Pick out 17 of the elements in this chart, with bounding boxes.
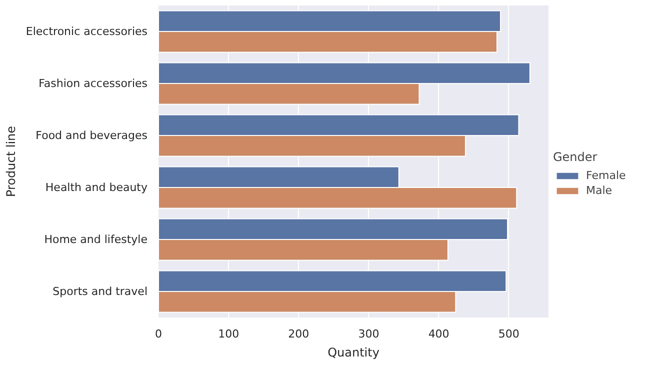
y-tick-label: Sports and travel <box>52 285 148 298</box>
x-tick-label: 400 <box>428 328 450 340</box>
legend-label: Female <box>586 169 626 182</box>
legend-label: Male <box>586 184 612 197</box>
y-axis-title: Product line <box>4 126 18 198</box>
y-tick-label: Fashion accessories <box>38 77 148 90</box>
x-tick-label: 0 <box>155 328 162 340</box>
x-tick-label: 500 <box>498 328 520 340</box>
x-tick-label: 100 <box>218 328 240 340</box>
y-tick-label: Electronic accessories <box>26 25 148 38</box>
x-tick-label: 300 <box>358 328 380 340</box>
x-tick-label: 200 <box>288 328 310 340</box>
x-axis-title: Quantity <box>328 346 380 360</box>
legend-title: Gender <box>553 150 598 164</box>
y-tick-label: Food and beverages <box>36 129 148 142</box>
y-tick-label: Health and beauty <box>45 181 148 194</box>
y-tick-label: Home and lifestyle <box>44 233 148 246</box>
